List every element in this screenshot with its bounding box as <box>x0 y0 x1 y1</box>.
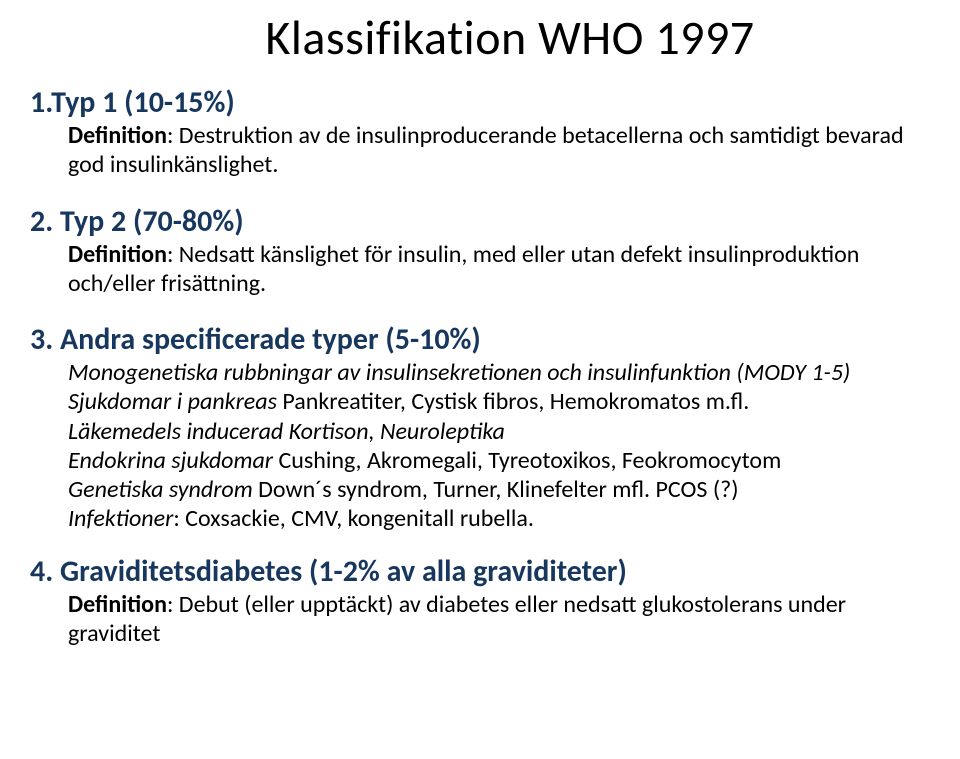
section-3-line6-italic: Infektioner <box>68 504 173 533</box>
section-3-line5-rest: Down´s syndrom, Turner, Klinefelter mfl.… <box>253 475 739 504</box>
section-1-heading: 1.Typ 1 (10-15%) <box>30 85 930 121</box>
section-3-line2-italic: Sjukdomar i pankreas <box>68 387 277 416</box>
section-3-line6-rest: : Coxsackie, CMV, kongenitall rubella. <box>173 504 534 533</box>
section-3-line4-rest: Cushing, Akromegali, Tyreotoxikos, Feokr… <box>273 446 781 475</box>
section-4-def-text: : Debut (eller upptäckt) av diabetes ell… <box>68 590 846 648</box>
section-4-def-label: Definition <box>68 590 167 619</box>
section-4-heading: 4. Graviditetsdiabetes (1-2% av alla gra… <box>30 554 930 590</box>
slide-container: Klassifikation WHO 1997 1.Typ 1 (10-15%)… <box>0 0 960 759</box>
section-3-line1: Monogenetiska rubbningar av insulinsekre… <box>68 358 850 387</box>
section-2-def-text: : Nedsatt känslighet för insulin, med el… <box>68 240 859 298</box>
section-3-line2-rest: Pankreatiter, Cystisk fibros, Hemokromat… <box>277 387 749 416</box>
section-2-body: Definition: Nedsatt känslighet för insul… <box>68 240 930 299</box>
section-3-body: Monogenetiska rubbningar av insulinsekre… <box>68 358 930 534</box>
section-1-body: Definition: Destruktion av de insulinpro… <box>68 121 930 180</box>
section-3-line4-italic: Endokrina sjukdomar <box>68 446 273 475</box>
section-3-line5-italic: Genetiska syndrom <box>68 475 253 504</box>
section-1-def-label: Definition <box>68 121 167 150</box>
section-3-line3-rest: Kortison, Neuroleptika <box>283 417 505 446</box>
section-2-def-label: Definition <box>68 240 167 269</box>
slide-title: Klassifikation WHO 1997 <box>30 8 930 67</box>
section-3-heading: 3. Andra specificerade typer (5-10%) <box>30 322 930 358</box>
section-2-heading: 2. Typ 2 (70-80%) <box>30 204 930 240</box>
section-4-body: Definition: Debut (eller upptäckt) av di… <box>68 590 930 649</box>
section-3-line3-italic: Läkemedels inducerad <box>68 417 283 446</box>
section-1-def-text: : Destruktion av de insulinproducerande … <box>68 121 904 179</box>
